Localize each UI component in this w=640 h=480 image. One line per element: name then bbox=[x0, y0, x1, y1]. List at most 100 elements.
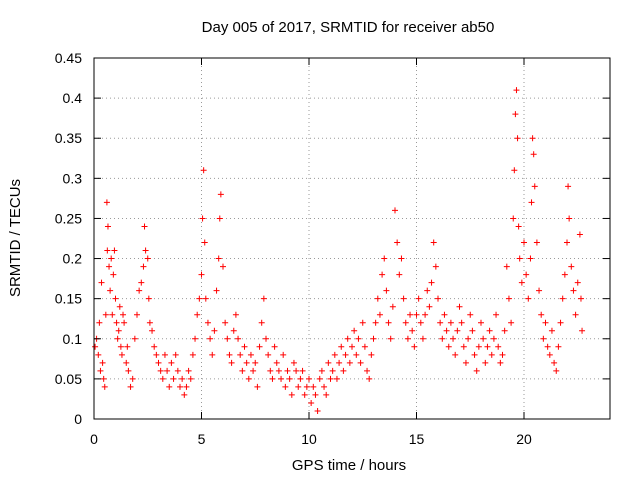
data-point bbox=[577, 295, 584, 302]
y-tick-label: 0 bbox=[74, 411, 82, 427]
data-point bbox=[462, 359, 469, 366]
data-point bbox=[166, 383, 173, 390]
data-point bbox=[349, 343, 355, 350]
data-point bbox=[407, 311, 414, 318]
data-point bbox=[194, 311, 201, 318]
data-point bbox=[417, 319, 424, 326]
data-point bbox=[107, 287, 114, 294]
data-point bbox=[513, 87, 520, 94]
data-point bbox=[422, 311, 429, 318]
data-point bbox=[157, 367, 164, 374]
data-point bbox=[458, 319, 465, 326]
data-point bbox=[353, 351, 360, 358]
data-point bbox=[198, 271, 205, 278]
data-point bbox=[275, 367, 282, 374]
data-point bbox=[117, 343, 124, 350]
data-point bbox=[260, 295, 267, 302]
data-point bbox=[282, 383, 289, 390]
data-point bbox=[430, 239, 437, 246]
data-point bbox=[267, 367, 274, 374]
y-tick-label: 0.3 bbox=[63, 170, 83, 186]
data-point bbox=[284, 367, 291, 374]
data-point bbox=[441, 311, 448, 318]
data-point bbox=[98, 279, 105, 286]
data-point bbox=[140, 263, 147, 270]
data-point bbox=[546, 351, 553, 358]
data-point bbox=[303, 383, 310, 390]
data-point bbox=[333, 375, 340, 382]
data-point bbox=[301, 391, 308, 398]
data-point bbox=[265, 351, 272, 358]
data-point bbox=[136, 287, 143, 294]
data-point bbox=[486, 327, 493, 334]
data-point bbox=[336, 359, 343, 366]
data-point bbox=[164, 367, 171, 374]
data-point bbox=[488, 351, 495, 358]
data-point bbox=[512, 111, 519, 118]
x-tick-label: 5 bbox=[198, 431, 206, 447]
data-point bbox=[213, 287, 220, 294]
data-point bbox=[110, 271, 117, 278]
data-point bbox=[116, 303, 123, 310]
data-point bbox=[527, 255, 534, 262]
data-point bbox=[271, 343, 278, 350]
data-point bbox=[497, 359, 504, 366]
data-point bbox=[170, 375, 177, 382]
data-point bbox=[454, 327, 461, 334]
data-point bbox=[181, 391, 188, 398]
data-point bbox=[153, 351, 160, 358]
data-point bbox=[288, 391, 295, 398]
data-point bbox=[357, 359, 364, 366]
data-point bbox=[379, 271, 386, 278]
data-point bbox=[528, 199, 535, 206]
data-point bbox=[409, 327, 416, 334]
data-point bbox=[263, 335, 269, 342]
data-point bbox=[411, 343, 418, 350]
data-point bbox=[256, 343, 263, 350]
data-point bbox=[200, 167, 207, 174]
data-point bbox=[478, 319, 484, 326]
data-point bbox=[376, 311, 383, 318]
data-point bbox=[269, 375, 276, 382]
data-point bbox=[389, 303, 396, 310]
data-point bbox=[435, 295, 441, 302]
data-point bbox=[247, 351, 254, 358]
data-point bbox=[215, 255, 222, 262]
data-point bbox=[134, 311, 140, 318]
data-point bbox=[475, 343, 482, 350]
data-point bbox=[323, 391, 330, 398]
data-point bbox=[413, 311, 420, 318]
data-point bbox=[245, 375, 252, 382]
data-point bbox=[96, 319, 103, 326]
data-point bbox=[516, 255, 523, 262]
data-point bbox=[501, 327, 508, 334]
data-point bbox=[177, 383, 183, 390]
data-point bbox=[387, 335, 394, 342]
data-point bbox=[515, 223, 522, 230]
data-point bbox=[252, 359, 259, 366]
data-point bbox=[103, 199, 110, 206]
data-point bbox=[97, 367, 104, 374]
data-point bbox=[447, 319, 454, 326]
data-point bbox=[216, 215, 223, 222]
data-point bbox=[495, 343, 502, 350]
y-tick-label: 0.05 bbox=[55, 371, 82, 387]
data-point bbox=[286, 375, 293, 382]
y-tick-label: 0.45 bbox=[55, 50, 82, 66]
data-point bbox=[293, 367, 300, 374]
data-point bbox=[308, 399, 315, 406]
x-tick-label: 20 bbox=[516, 431, 532, 447]
data-point bbox=[548, 327, 555, 334]
data-point bbox=[456, 303, 463, 310]
data-point bbox=[383, 287, 390, 294]
data-point bbox=[174, 367, 181, 374]
data-point bbox=[355, 335, 362, 342]
data-point bbox=[144, 255, 151, 262]
data-point bbox=[364, 367, 371, 374]
data-point bbox=[342, 351, 349, 358]
data-point bbox=[351, 327, 358, 334]
y-tick-label: 0.25 bbox=[55, 210, 82, 226]
data-point bbox=[439, 335, 446, 342]
data-point bbox=[280, 351, 287, 358]
